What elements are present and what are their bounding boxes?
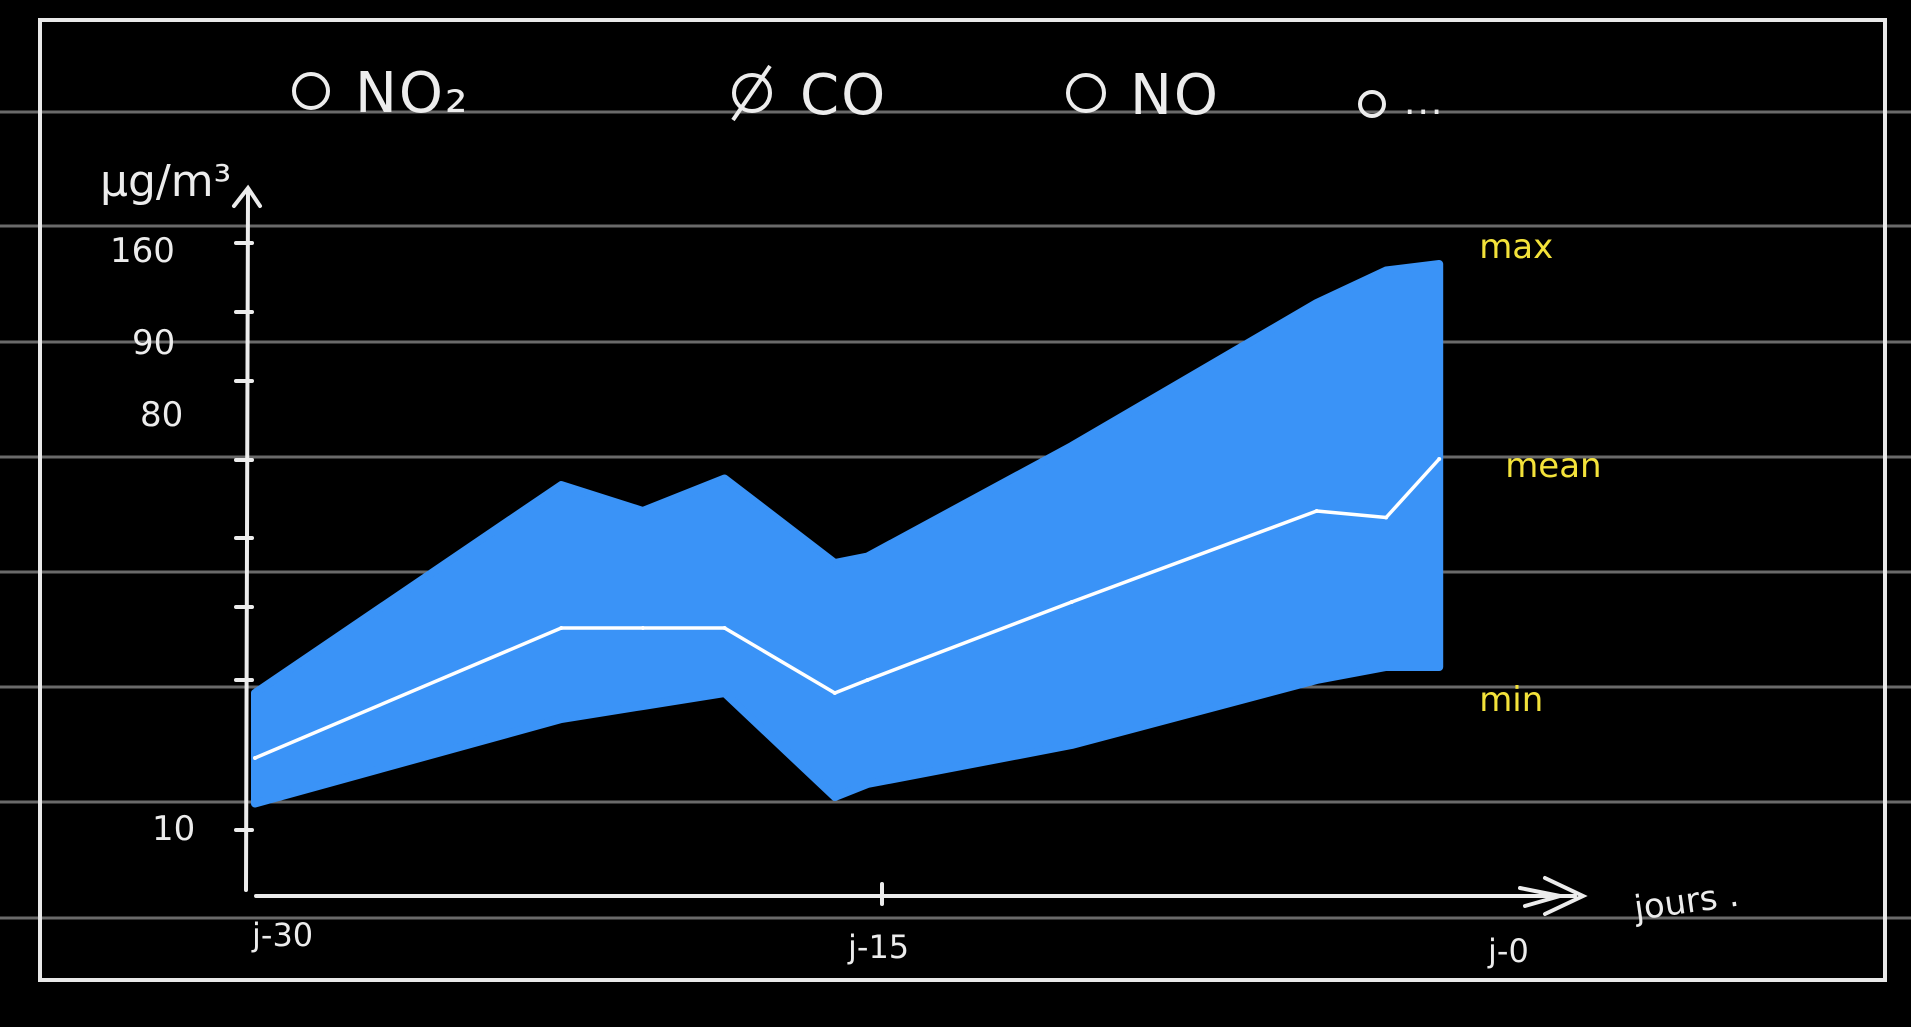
min-point [640, 704, 645, 708]
min-point [722, 691, 727, 695]
max-point [865, 554, 870, 559]
max-point [1069, 444, 1074, 448]
legend-marker-crossed-circle-icon [732, 73, 772, 113]
y-axis-arrow-icon [232, 184, 262, 208]
y-tick-label: 160 [110, 231, 175, 271]
legend: NO₂ CO NO ... [292, 61, 1444, 128]
legend-item-no2[interactable]: NO₂ [292, 61, 469, 126]
chart-frame [38, 18, 1887, 982]
max-point [1314, 301, 1319, 305]
max-point [722, 476, 727, 481]
max-point [640, 509, 645, 513]
x-axis-label: jours . [1631, 875, 1742, 929]
annotation-max: max [1479, 227, 1553, 267]
mean-point [865, 678, 870, 682]
y-axis [232, 184, 262, 892]
y-tick-label: 80 [140, 395, 183, 435]
mean-point [1069, 600, 1074, 604]
annotation-mean: mean [1505, 446, 1601, 486]
annotation-min: min [1479, 680, 1543, 720]
legend-label-co: CO [800, 63, 887, 128]
x-tick-label: j-0 [1487, 932, 1529, 970]
mean-point [559, 626, 564, 630]
max-point [1437, 262, 1442, 266]
min-point [1069, 743, 1074, 747]
y-axis-label: μg/m³ [100, 156, 231, 207]
mean-point [640, 626, 645, 630]
mean-point [722, 626, 727, 630]
plot-area: max mean min [251, 227, 1602, 808]
y-tick-label: 10 [152, 809, 195, 849]
legend-marker-circle-icon [1066, 73, 1106, 113]
min-point [559, 717, 564, 721]
max-point [559, 483, 564, 487]
mean-point [1437, 457, 1442, 461]
max-point [253, 691, 257, 695]
max-point [832, 561, 837, 565]
legend-marker-circle-icon [1358, 90, 1386, 118]
min-max-band [251, 260, 1444, 808]
legend-marker-cross-icon [731, 64, 772, 122]
min-point [865, 782, 870, 786]
min-point [1384, 665, 1389, 669]
legend-marker-circle-icon [292, 72, 330, 110]
legend-label-no2: NO₂ [355, 61, 469, 126]
min-point [253, 801, 257, 806]
mean-series-line [254, 457, 1441, 760]
x-axis-arrow-icon [1518, 876, 1588, 916]
mean-point [1384, 515, 1389, 520]
mean-point [1314, 509, 1319, 513]
min-point [1437, 665, 1442, 669]
legend-item-no[interactable]: NO [1066, 63, 1220, 128]
legend-label-more: ... [1404, 82, 1444, 123]
legend-item-more[interactable]: ... [1358, 82, 1444, 123]
legend-label-no: NO [1130, 63, 1220, 128]
y-tick-label: 90 [132, 323, 175, 363]
mean-point [832, 691, 837, 695]
mean-point [253, 756, 257, 760]
x-tick-label: j-30 [251, 916, 313, 954]
x-tick-label: j-15 [847, 928, 909, 966]
max-point [1384, 268, 1389, 273]
min-point [832, 795, 837, 799]
x-axis [254, 876, 1588, 916]
min-point [1314, 678, 1319, 682]
legend-item-co[interactable]: CO [731, 63, 887, 128]
